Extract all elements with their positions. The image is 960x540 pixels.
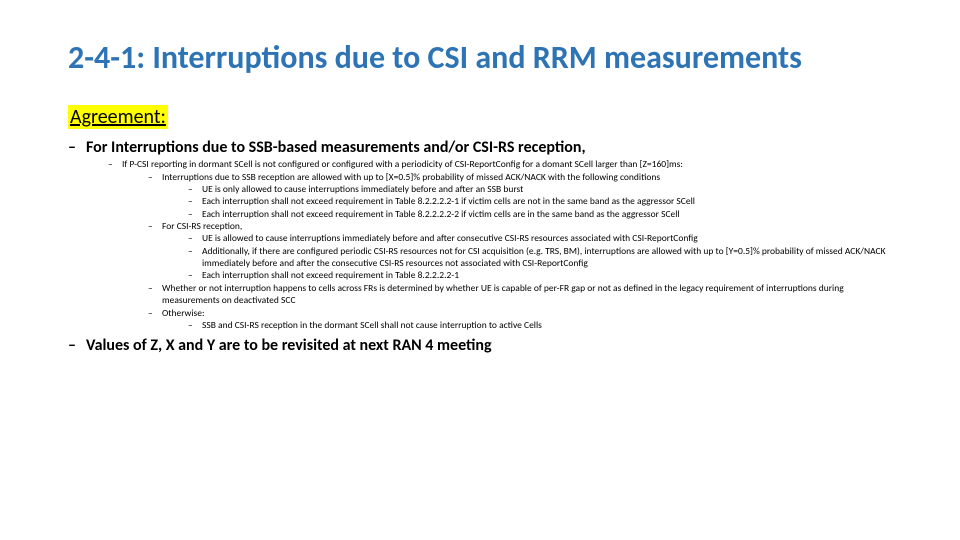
list-item: Otherwise: SSB and CSI-RS reception in t… xyxy=(148,307,892,332)
bullet-text: For Interruptions due to SSB-based measu… xyxy=(86,138,586,157)
list-item: For CSI-RS reception, UE is allowed to c… xyxy=(148,220,892,282)
bullet-text: Additionally, if there are configured pe… xyxy=(202,245,886,269)
agreement-heading: Agreement: xyxy=(68,105,168,129)
bullet-text: Whether or not interruption happens to c… xyxy=(162,282,844,306)
list-item: Interruptions due to SSB reception are a… xyxy=(148,171,892,220)
bullet-text: UE is allowed to cause interruptions imm… xyxy=(202,232,698,244)
bullet-text: If P-CSI reporting in dormant SCell is n… xyxy=(122,158,683,170)
sub-list: SSB and CSI-RS reception in the dormant … xyxy=(188,319,892,331)
bullet-text: Each interruption shall not exceed requi… xyxy=(202,208,680,220)
bullet-text: Values of Z, X and Y are to be revisited… xyxy=(86,336,492,355)
list-item: SSB and CSI-RS reception in the dormant … xyxy=(188,319,892,331)
list-item: UE is only allowed to cause interruption… xyxy=(188,183,892,195)
agreement-heading-wrap: Agreement: xyxy=(68,105,892,129)
bullet-text: Each interruption shall not exceed requi… xyxy=(202,269,459,281)
bullet-text: Otherwise: xyxy=(162,307,205,319)
list-item: Each interruption shall not exceed requi… xyxy=(188,195,892,207)
list-item: For Interruptions due to SSB-based measu… xyxy=(68,137,892,331)
sub-list: UE is allowed to cause interruptions imm… xyxy=(188,232,892,281)
bullet-text: Interruptions due to SSB reception are a… xyxy=(162,171,660,183)
list-item: Values of Z, X and Y are to be revisited… xyxy=(68,335,892,357)
list-item: Each interruption shall not exceed requi… xyxy=(188,269,892,281)
bullet-list: For Interruptions due to SSB-based measu… xyxy=(68,137,892,357)
bullet-text: SSB and CSI-RS reception in the dormant … xyxy=(202,319,542,331)
list-item: Whether or not interruption happens to c… xyxy=(148,282,892,307)
sub-list: UE is only allowed to cause interruption… xyxy=(188,183,892,220)
slide-title: 2-4-1: Interruptions due to CSI and RRM … xyxy=(68,40,892,77)
list-item: UE is allowed to cause interruptions imm… xyxy=(188,232,892,244)
slide: 2-4-1: Interruptions due to CSI and RRM … xyxy=(0,0,960,540)
list-item: Each interruption shall not exceed requi… xyxy=(188,208,892,220)
list-item: Additionally, if there are configured pe… xyxy=(188,245,892,270)
bullet-text: For CSI-RS reception, xyxy=(162,220,242,232)
bullet-text: Each interruption shall not exceed requi… xyxy=(202,195,695,207)
sub-list: Interruptions due to SSB reception are a… xyxy=(148,171,892,331)
list-item: If P-CSI reporting in dormant SCell is n… xyxy=(108,158,892,331)
sub-list: If P-CSI reporting in dormant SCell is n… xyxy=(108,158,892,331)
bullet-text: UE is only allowed to cause interruption… xyxy=(202,183,523,195)
